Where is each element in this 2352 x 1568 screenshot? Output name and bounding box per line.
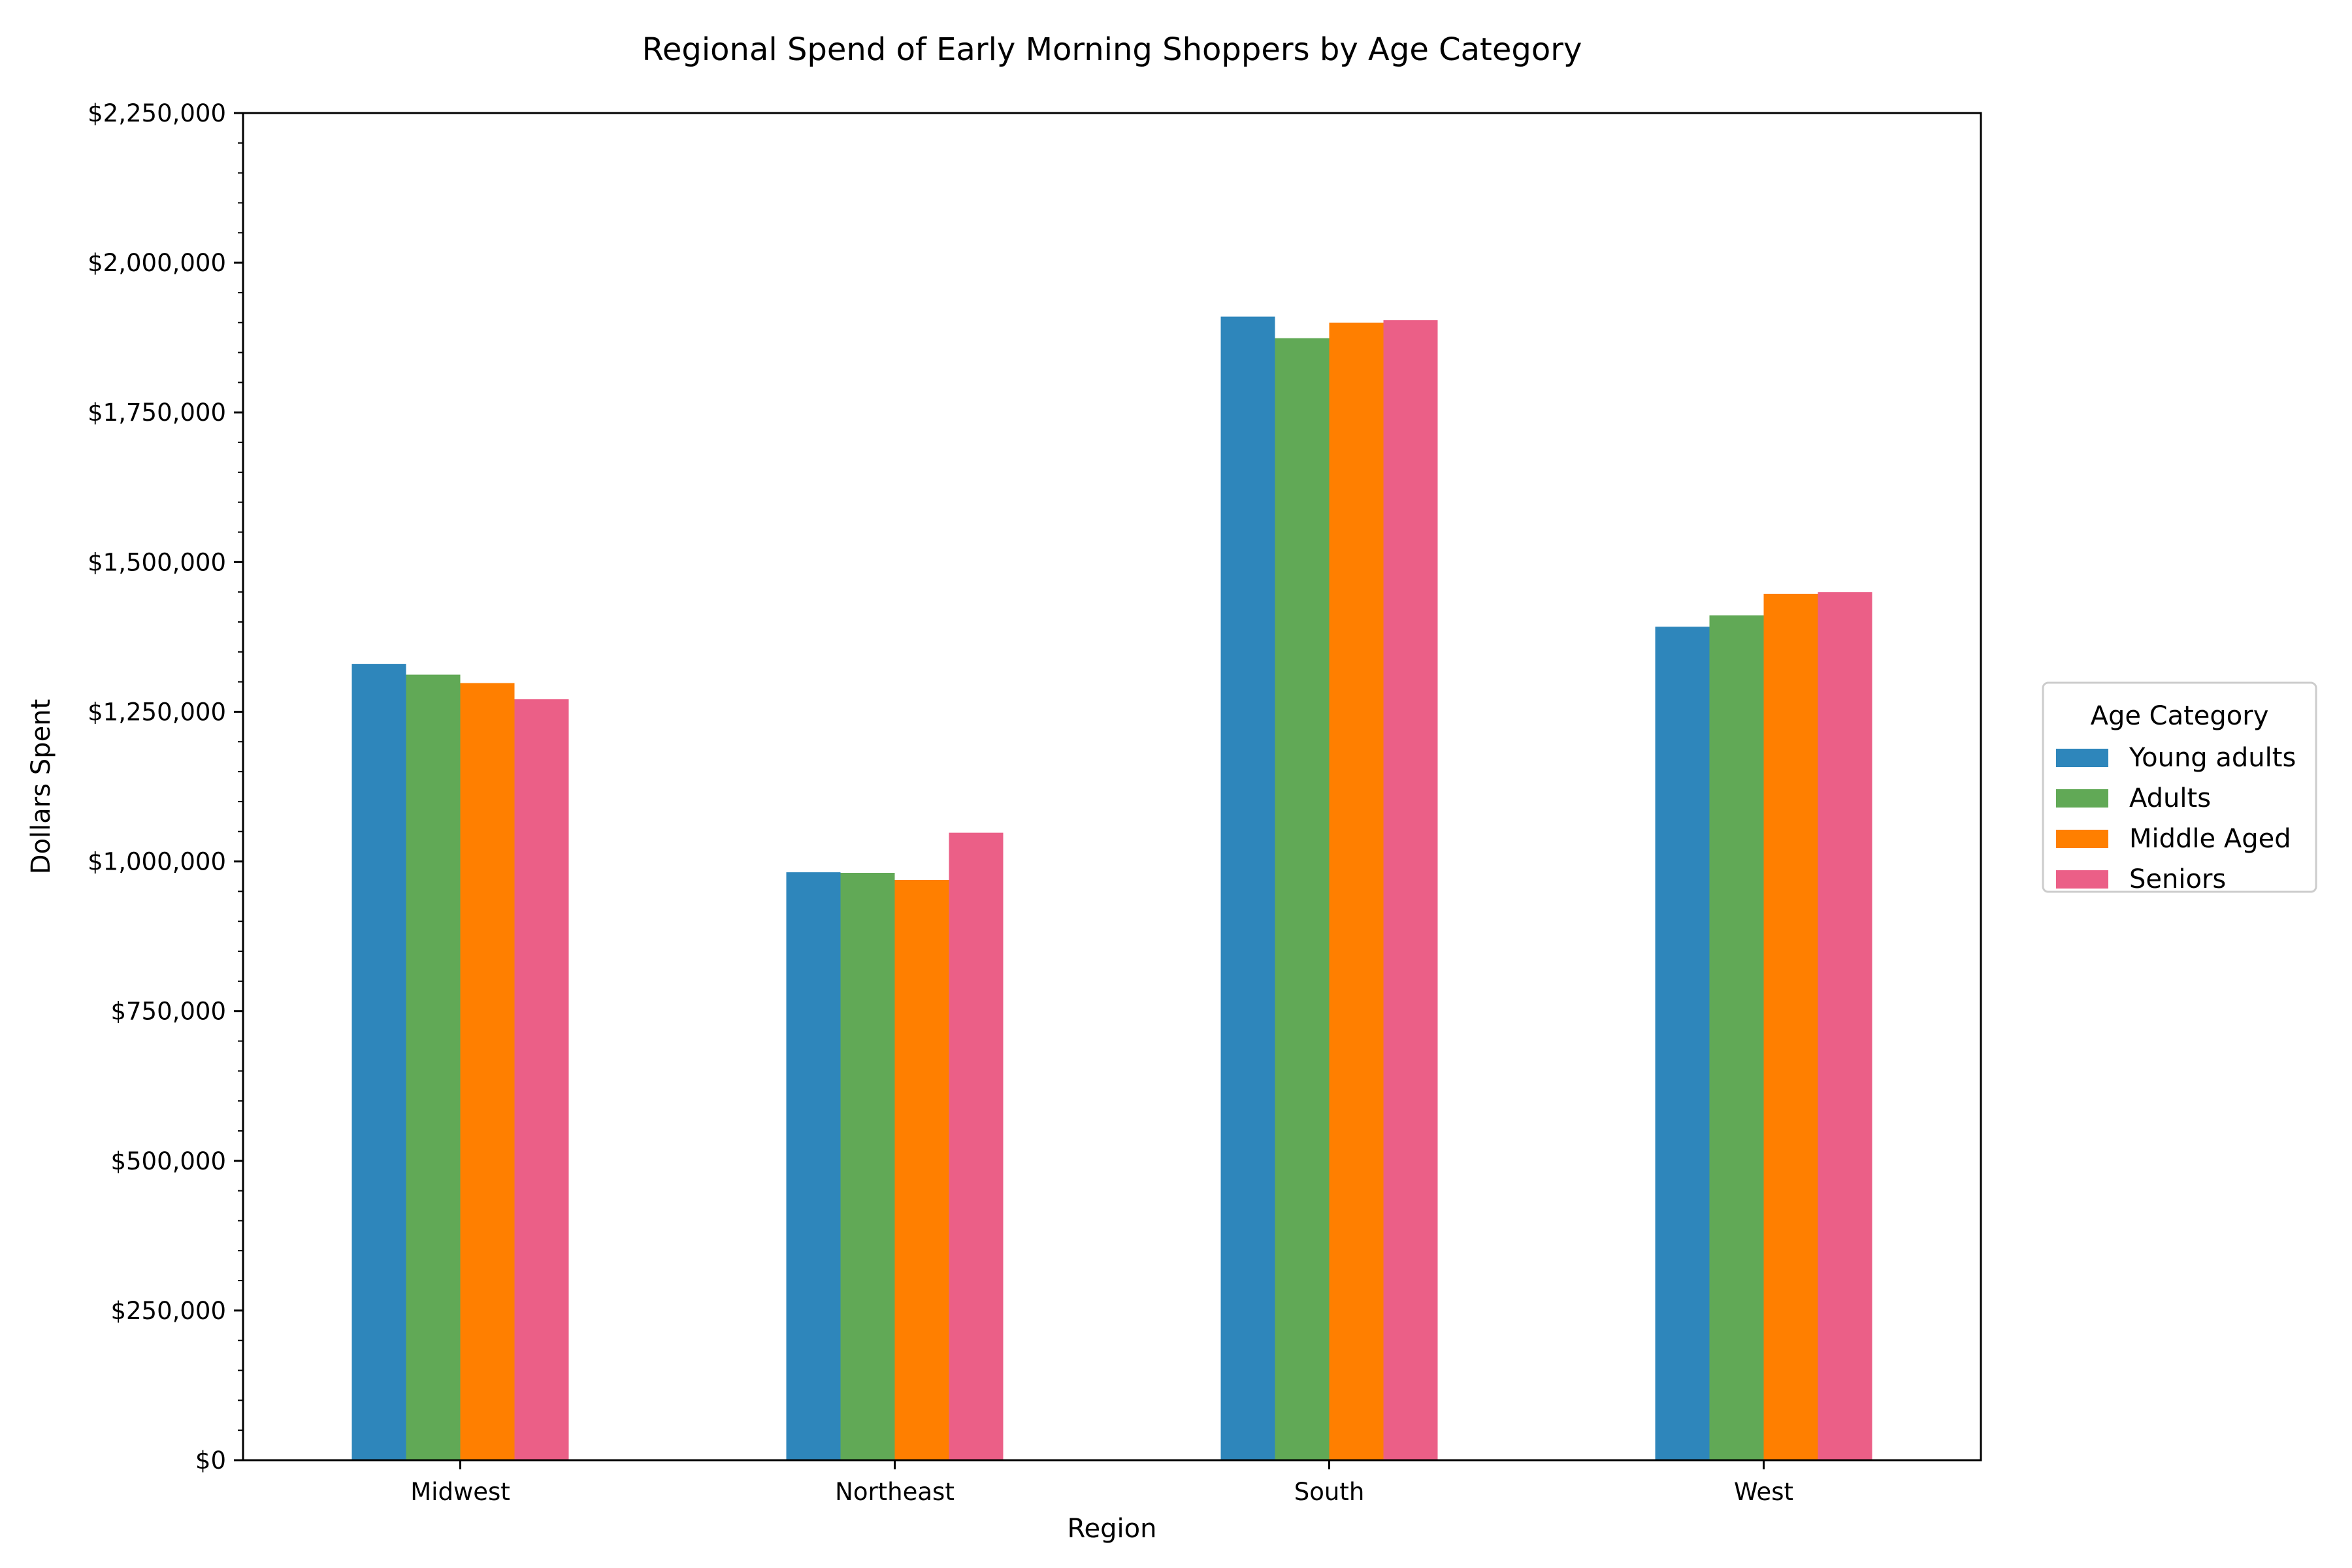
y-axis: $0 $250,000 $500,000 $750,000 $1,000,000 $1,2… xyxy=(88,99,243,1475)
y-tick-label: $750,000 xyxy=(110,998,226,1026)
y-tick-label: $0 xyxy=(195,1446,226,1475)
bar-northeast-middle-aged xyxy=(894,880,949,1460)
y-axis-title: Dollars Spent xyxy=(26,699,56,874)
legend-swatch-young-adults xyxy=(2056,749,2108,767)
bar-west-young-adults xyxy=(1655,627,1710,1460)
y-tick-label: $1,000,000 xyxy=(88,848,226,876)
bar-midwest-young-adults xyxy=(351,664,406,1460)
plot-area-frame xyxy=(242,112,1982,1462)
legend-swatch-adults xyxy=(2056,789,2108,808)
legend-box xyxy=(2042,681,2317,893)
y-tick-label: $1,750,000 xyxy=(88,399,226,427)
legend-swatch-middle-aged xyxy=(2056,830,2108,848)
bar-northeast-seniors xyxy=(949,832,1004,1460)
x-axis-title: Region xyxy=(1068,1514,1157,1544)
bar-south-adults xyxy=(1275,338,1330,1460)
legend-label-seniors: Seniors xyxy=(2129,864,2226,894)
y-tick-label: $1,250,000 xyxy=(88,698,226,726)
bar-south-middle-aged xyxy=(1329,322,1384,1460)
y-tick-label: $2,000,000 xyxy=(88,249,226,277)
legend-swatch-seniors xyxy=(2056,870,2108,889)
chart-title: Regional Spend of Early Morning Shoppers… xyxy=(642,31,1582,68)
legend-label-adults: Adults xyxy=(2129,783,2211,813)
bar-west-middle-aged xyxy=(1763,593,1818,1460)
bar-west-adults xyxy=(1709,615,1764,1460)
y-tick-label: $2,250,000 xyxy=(88,99,226,127)
bar-midwest-seniors xyxy=(514,699,569,1460)
x-tick-label-south: South xyxy=(1294,1478,1365,1506)
x-tick-label-midwest: Midwest xyxy=(410,1478,510,1506)
y-tick-label: $500,000 xyxy=(110,1147,226,1175)
bar-west-seniors xyxy=(1818,592,1872,1461)
x-tick-label-west: West xyxy=(1734,1478,1793,1506)
bar-south-young-adults xyxy=(1220,316,1275,1461)
y-tick-label: $250,000 xyxy=(110,1297,226,1325)
legend-label-middle-aged: Middle Aged xyxy=(2129,824,2291,854)
x-axis: Midwest Northeast South West xyxy=(410,1460,1793,1506)
bar-south-seniors xyxy=(1383,320,1438,1461)
y-tick-label: $1,500,000 xyxy=(88,548,226,576)
x-tick-label-northeast: Northeast xyxy=(835,1478,955,1506)
bars-group xyxy=(351,316,1872,1461)
bar-northeast-young-adults xyxy=(786,872,841,1460)
bar-midwest-middle-aged xyxy=(460,683,515,1460)
legend: Age Category Young adults Adults Middle Age… xyxy=(2042,681,2317,894)
bar-northeast-adults xyxy=(840,873,895,1460)
legend-title: Age Category xyxy=(2091,701,2269,731)
bar-midwest-adults xyxy=(406,674,461,1460)
legend-label-young-adults: Young adults xyxy=(2129,743,2296,773)
